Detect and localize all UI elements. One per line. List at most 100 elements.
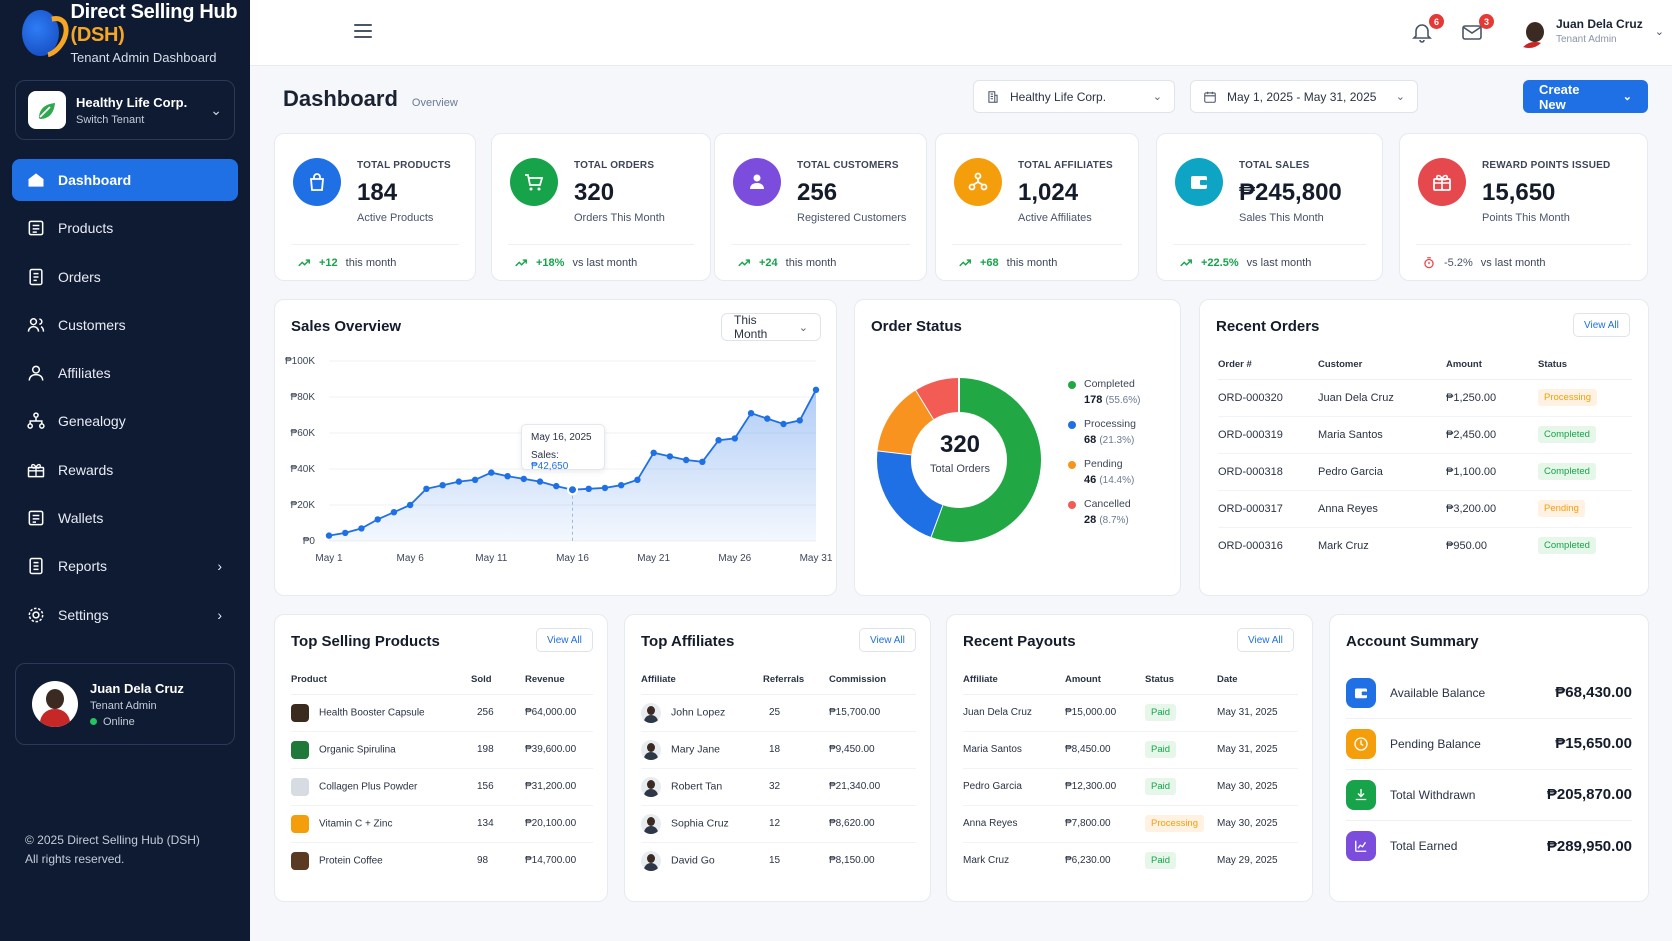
stat-card-total-orders[interactable]: TOTAL ORDERS 320 Orders This Month +18% vs l… bbox=[491, 133, 711, 281]
stat-card-total-affiliates[interactable]: TOTAL AFFILIATES 1,024 Active Affiliates +6… bbox=[935, 133, 1139, 281]
sidebar-item-wallets[interactable]: Wallets bbox=[12, 497, 238, 539]
data-point[interactable] bbox=[455, 478, 463, 485]
table-row[interactable]: Maria Santos ₱8,450.00 Paid May 31, 2025 bbox=[963, 731, 1298, 769]
table-row[interactable]: ORD-000318 Pedro Garcia ₱1,100.00 Completed bbox=[1218, 453, 1632, 491]
table-row[interactable]: ORD-000320 Juan Dela Cruz ₱1,250.00 Process… bbox=[1218, 379, 1632, 417]
create-new-button[interactable]: Create New ⌄ bbox=[1523, 80, 1648, 113]
table-row[interactable]: ORD-000319 Maria Santos ₱2,450.00 Completed bbox=[1218, 416, 1632, 454]
data-point[interactable] bbox=[601, 484, 609, 492]
data-point[interactable] bbox=[682, 456, 690, 464]
data-point[interactable] bbox=[618, 482, 625, 489]
sidebar-item-reports[interactable]: Reports › bbox=[12, 545, 238, 587]
stat-card-total-products[interactable]: TOTAL PRODUCTS 184 Active Products +12 this … bbox=[274, 133, 476, 281]
stat-card-total-customers[interactable]: TOTAL CUSTOMERS 256 Registered Customers +2… bbox=[714, 133, 927, 281]
data-point[interactable] bbox=[585, 485, 592, 492]
table-row[interactable]: Collagen Plus Powder 156 ₱31,200.00 bbox=[291, 768, 593, 806]
table-row[interactable]: Pedro Garcia ₱12,300.00 Paid May 30, 2025 bbox=[963, 768, 1298, 806]
table-row[interactable]: Organic Spirulina 198 ₱39,600.00 bbox=[291, 731, 593, 769]
account-item-total-earned[interactable]: Total Earned ₱289,950.00 bbox=[1346, 820, 1632, 872]
table-row[interactable]: John Lopez 25 ₱15,700.00 bbox=[641, 694, 916, 732]
data-point[interactable] bbox=[812, 386, 820, 393]
data-point[interactable] bbox=[764, 415, 771, 422]
data-point[interactable] bbox=[567, 484, 578, 496]
table-row[interactable]: Anna Reyes ₱7,800.00 Processing May 30, 202… bbox=[963, 805, 1298, 843]
order-status-donut[interactable] bbox=[859, 360, 1059, 560]
top-affiliates-view-all-button[interactable]: View All bbox=[859, 628, 916, 652]
legend-item-pending[interactable]: Pending 46 (14.4%) bbox=[1068, 458, 1140, 486]
data-point[interactable] bbox=[423, 485, 430, 492]
sidebar-item-products[interactable]: Products bbox=[12, 207, 238, 249]
sales-chart[interactable]: ₱0 ₱20K ₱40K ₱60K ₱80K ₱100K May 1 May 6 May 11 M… bbox=[275, 300, 838, 597]
data-point[interactable] bbox=[358, 525, 365, 532]
table-row[interactable]: ORD-000317 Anna Reyes ₱3,200.00 Pending bbox=[1218, 490, 1632, 528]
account-item-total-withdrawn[interactable]: Total Withdrawn ₱205,870.00 bbox=[1346, 769, 1632, 821]
tenant-switcher[interactable]: Healthy Life Corp. Switch Tenant ⌄ bbox=[15, 80, 235, 140]
data-point[interactable] bbox=[439, 482, 446, 489]
account-item-available-balance[interactable]: Available Balance ₱68,430.00 bbox=[1346, 667, 1632, 719]
data-point[interactable] bbox=[780, 420, 787, 428]
date-range-select[interactable]: May 1, 2025 - May 31, 2025 ⌄ bbox=[1190, 80, 1418, 113]
sidebar-item-settings[interactable]: Settings › bbox=[12, 594, 238, 636]
table-row[interactable]: Protein Coffee 98 ₱14,700.00 bbox=[291, 842, 593, 879]
data-point[interactable] bbox=[325, 532, 333, 539]
donut-slice-pending[interactable] bbox=[877, 390, 935, 456]
data-point[interactable] bbox=[634, 476, 641, 483]
sidebar-item-genealogy[interactable]: Genealogy bbox=[12, 400, 238, 442]
data-point[interactable] bbox=[390, 509, 398, 516]
sidebar-nav: Dashboard Products Orders Customers Affiliat… bbox=[12, 159, 238, 642]
table-cell: Maria Santos bbox=[963, 731, 1065, 769]
data-point[interactable] bbox=[488, 469, 495, 476]
data-point[interactable] bbox=[504, 473, 511, 480]
messages-button[interactable]: 3 bbox=[1460, 14, 1494, 48]
user-menu[interactable]: Juan Dela Cruz Tenant Admin ⌄ bbox=[1512, 14, 1664, 48]
table-row[interactable]: Mary Jane 18 ₱9,450.00 bbox=[641, 731, 916, 769]
breadcrumb[interactable]: Overview bbox=[411, 97, 458, 109]
table-row[interactable]: Juan Dela Cruz ₱15,000.00 Paid May 31, 2025 bbox=[963, 694, 1298, 732]
donut-slice-completed[interactable] bbox=[930, 378, 1041, 542]
data-point[interactable] bbox=[796, 417, 803, 424]
recent-orders-view-all-button[interactable]: View All bbox=[1573, 313, 1630, 337]
product-thumbnail bbox=[291, 703, 309, 722]
data-point[interactable] bbox=[666, 453, 674, 460]
data-point[interactable] bbox=[406, 501, 414, 509]
sidebar-item-rewards[interactable]: Rewards bbox=[12, 449, 238, 491]
data-point[interactable] bbox=[374, 516, 381, 523]
legend-item-completed[interactable]: Completed 178 (55.6%) bbox=[1068, 378, 1140, 406]
sidebar-item-customers[interactable]: Customers bbox=[12, 304, 238, 346]
sidebar-item-dashboard[interactable]: Dashboard bbox=[12, 159, 238, 201]
sidebar-item-affiliates[interactable]: Affiliates bbox=[12, 352, 238, 394]
table-row[interactable]: ORD-000316 Mark Cruz ₱950.00 Completed bbox=[1218, 527, 1632, 564]
sidebar-user-card[interactable]: Juan Dela Cruz Tenant Admin Online bbox=[15, 663, 235, 745]
data-point[interactable] bbox=[520, 475, 527, 483]
notifications-button[interactable]: 6 bbox=[1410, 14, 1444, 48]
data-point[interactable] bbox=[342, 529, 349, 537]
recent-payouts-view-all-button[interactable]: View All bbox=[1237, 628, 1294, 652]
tenant-select[interactable]: Healthy Life Corp. ⌄ bbox=[973, 80, 1175, 113]
table-row[interactable]: Mark Cruz ₱6,230.00 Paid May 29, 2025 bbox=[963, 842, 1298, 879]
legend-item-processing[interactable]: Processing 68 (21.3%) bbox=[1068, 418, 1140, 446]
data-point[interactable] bbox=[715, 437, 722, 444]
table-row[interactable]: David Go 15 ₱8,150.00 bbox=[641, 842, 916, 879]
donut-slice-processing[interactable] bbox=[877, 450, 944, 537]
table-row[interactable]: Robert Tan 32 ₱21,340.00 bbox=[641, 768, 916, 806]
table-row[interactable]: Sophia Cruz 12 ₱8,620.00 bbox=[641, 805, 916, 843]
data-point[interactable] bbox=[731, 435, 739, 442]
table-row[interactable]: Health Booster Capsule 256 ₱64,000.00 bbox=[291, 694, 593, 732]
period-select[interactable]: This Month ⌄ bbox=[721, 313, 821, 341]
data-point[interactable] bbox=[747, 410, 755, 417]
donut-slice-cancelled[interactable] bbox=[916, 378, 960, 420]
data-point[interactable] bbox=[699, 458, 706, 465]
menu-toggle-icon[interactable] bbox=[354, 24, 372, 42]
legend-item-cancelled[interactable]: Cancelled 28 (8.7%) bbox=[1068, 498, 1140, 526]
data-point[interactable] bbox=[536, 478, 544, 485]
account-item-pending-balance[interactable]: Pending Balance ₱15,650.00 bbox=[1346, 718, 1632, 770]
stat-card-total-sales[interactable]: TOTAL SALES ₱245,800 Sales This Month +22.5… bbox=[1156, 133, 1383, 281]
data-point[interactable] bbox=[553, 482, 560, 490]
brand[interactable]: Direct Selling Hub (DSH) Tenant Admin Da… bbox=[0, 0, 250, 66]
data-point[interactable] bbox=[471, 476, 479, 483]
table-row[interactable]: Vitamin C + Zinc 134 ₱20,100.00 bbox=[291, 805, 593, 843]
stat-card-reward-points-issued[interactable]: REWARD POINTS ISSUED 15,650 Points This Mo… bbox=[1399, 133, 1648, 281]
sidebar-item-orders[interactable]: Orders bbox=[12, 256, 238, 298]
data-point[interactable] bbox=[650, 449, 657, 456]
top-products-view-all-button[interactable]: View All bbox=[536, 628, 593, 652]
